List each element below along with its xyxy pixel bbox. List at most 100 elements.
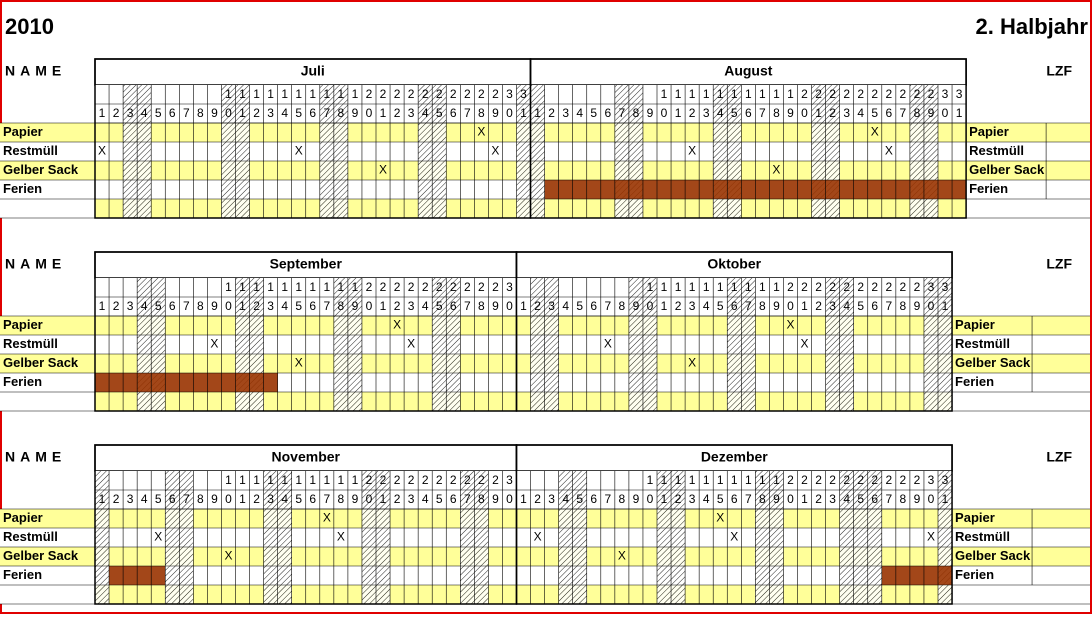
day-units: 2	[689, 106, 696, 120]
row-label: Restmüll	[3, 336, 58, 351]
weekend-hatch	[755, 471, 770, 604]
pickup-mark: X	[379, 163, 387, 177]
day-tens: 2	[394, 87, 401, 101]
day-units: 5	[576, 492, 583, 506]
row-label: Ferien	[3, 374, 42, 389]
day-units: 7	[323, 299, 330, 313]
day-tens: 2	[394, 280, 401, 294]
day-tens: 2	[885, 473, 892, 487]
day-units: 8	[900, 299, 907, 313]
day-tens: 1	[338, 87, 345, 101]
day-units: 3	[408, 492, 415, 506]
day-tens: 2	[857, 280, 864, 294]
day-units: 7	[464, 492, 471, 506]
month-name: Oktober	[707, 256, 761, 272]
day-units: 5	[436, 299, 443, 313]
day-tens: 1	[309, 280, 316, 294]
day-tens: 1	[352, 473, 359, 487]
row-bg	[0, 547, 1090, 566]
day-units: 3	[703, 106, 710, 120]
day-units: 7	[745, 492, 752, 506]
weekend-hatch	[671, 471, 686, 604]
weekend-hatch	[474, 471, 489, 604]
day-units: 1	[520, 106, 527, 120]
row-label-right: Ferien	[969, 181, 1008, 196]
day-tens: 2	[464, 280, 471, 294]
day-tens: 1	[281, 473, 288, 487]
weekend-hatch	[769, 471, 784, 604]
day-units: 4	[562, 299, 569, 313]
day-units: 2	[253, 299, 260, 313]
weekend-hatch	[460, 471, 475, 604]
day-units: 6	[309, 492, 316, 506]
day-units: 3	[562, 106, 569, 120]
day-tens: 1	[225, 473, 232, 487]
day-units: 0	[647, 299, 654, 313]
holiday-bar	[881, 566, 953, 585]
day-units: 4	[141, 299, 148, 313]
day-tens: 3	[506, 87, 513, 101]
weekend-hatch	[263, 471, 278, 604]
day-units: 8	[619, 492, 626, 506]
pickup-mark: X	[154, 530, 162, 544]
day-units: 1	[956, 106, 963, 120]
day-tens: 1	[731, 87, 738, 101]
weekend-hatch	[923, 278, 938, 411]
day-tens: 2	[857, 87, 864, 101]
day-units: 9	[352, 106, 359, 120]
day-units: 2	[534, 492, 541, 506]
day-units: 0	[787, 492, 794, 506]
day-units: 4	[422, 299, 429, 313]
month-name: Dezember	[701, 449, 768, 465]
day-tens: 1	[309, 473, 316, 487]
day-units: 1	[661, 492, 668, 506]
day-units: 1	[675, 106, 682, 120]
day-units: 5	[295, 106, 302, 120]
day-units: 3	[408, 106, 415, 120]
holiday-bar	[95, 373, 278, 392]
weekend-hatch	[642, 278, 657, 411]
day-units: 4	[422, 492, 429, 506]
pickup-mark: X	[534, 530, 542, 544]
day-units: 6	[450, 299, 457, 313]
day-tens: 2	[450, 280, 457, 294]
day-tens: 1	[267, 280, 274, 294]
day-tens: 2	[422, 87, 429, 101]
weekend-hatch	[741, 278, 756, 411]
day-tens: 2	[829, 473, 836, 487]
row-label-right: Restmüll	[955, 529, 1010, 544]
year: 2010	[5, 14, 54, 39]
day-units: 8	[914, 106, 921, 120]
day-units: 0	[225, 299, 232, 313]
weekend-hatch	[235, 85, 250, 218]
weekend-hatch	[347, 278, 362, 411]
day-units: 0	[928, 492, 935, 506]
day-units: 3	[689, 492, 696, 506]
day-units: 3	[829, 492, 836, 506]
weekend-hatch	[839, 471, 854, 604]
weekend-hatch	[530, 278, 545, 411]
day-units: 0	[928, 299, 935, 313]
day-units: 4	[576, 106, 583, 120]
day-units: 5	[717, 299, 724, 313]
day-units: 3	[548, 299, 555, 313]
day-tens: 2	[928, 87, 935, 101]
day-tens: 2	[366, 87, 373, 101]
pickup-mark: X	[407, 337, 415, 351]
row-label: Gelber Sack	[3, 355, 79, 370]
day-units: 6	[745, 106, 752, 120]
day-tens: 2	[380, 473, 387, 487]
day-tens: 1	[338, 280, 345, 294]
day-units: 5	[871, 106, 878, 120]
day-tens: 2	[380, 87, 387, 101]
day-tens: 1	[717, 473, 724, 487]
pickup-mark: X	[927, 530, 935, 544]
day-tens: 2	[815, 473, 822, 487]
weekend-hatch	[727, 278, 742, 411]
day-tens: 2	[787, 473, 794, 487]
pickup-mark: X	[210, 337, 218, 351]
day-tens: 2	[815, 280, 822, 294]
row-label-right: Gelber Sack	[955, 355, 1031, 370]
row-label: Ferien	[3, 567, 42, 582]
day-tens: 2	[801, 473, 808, 487]
